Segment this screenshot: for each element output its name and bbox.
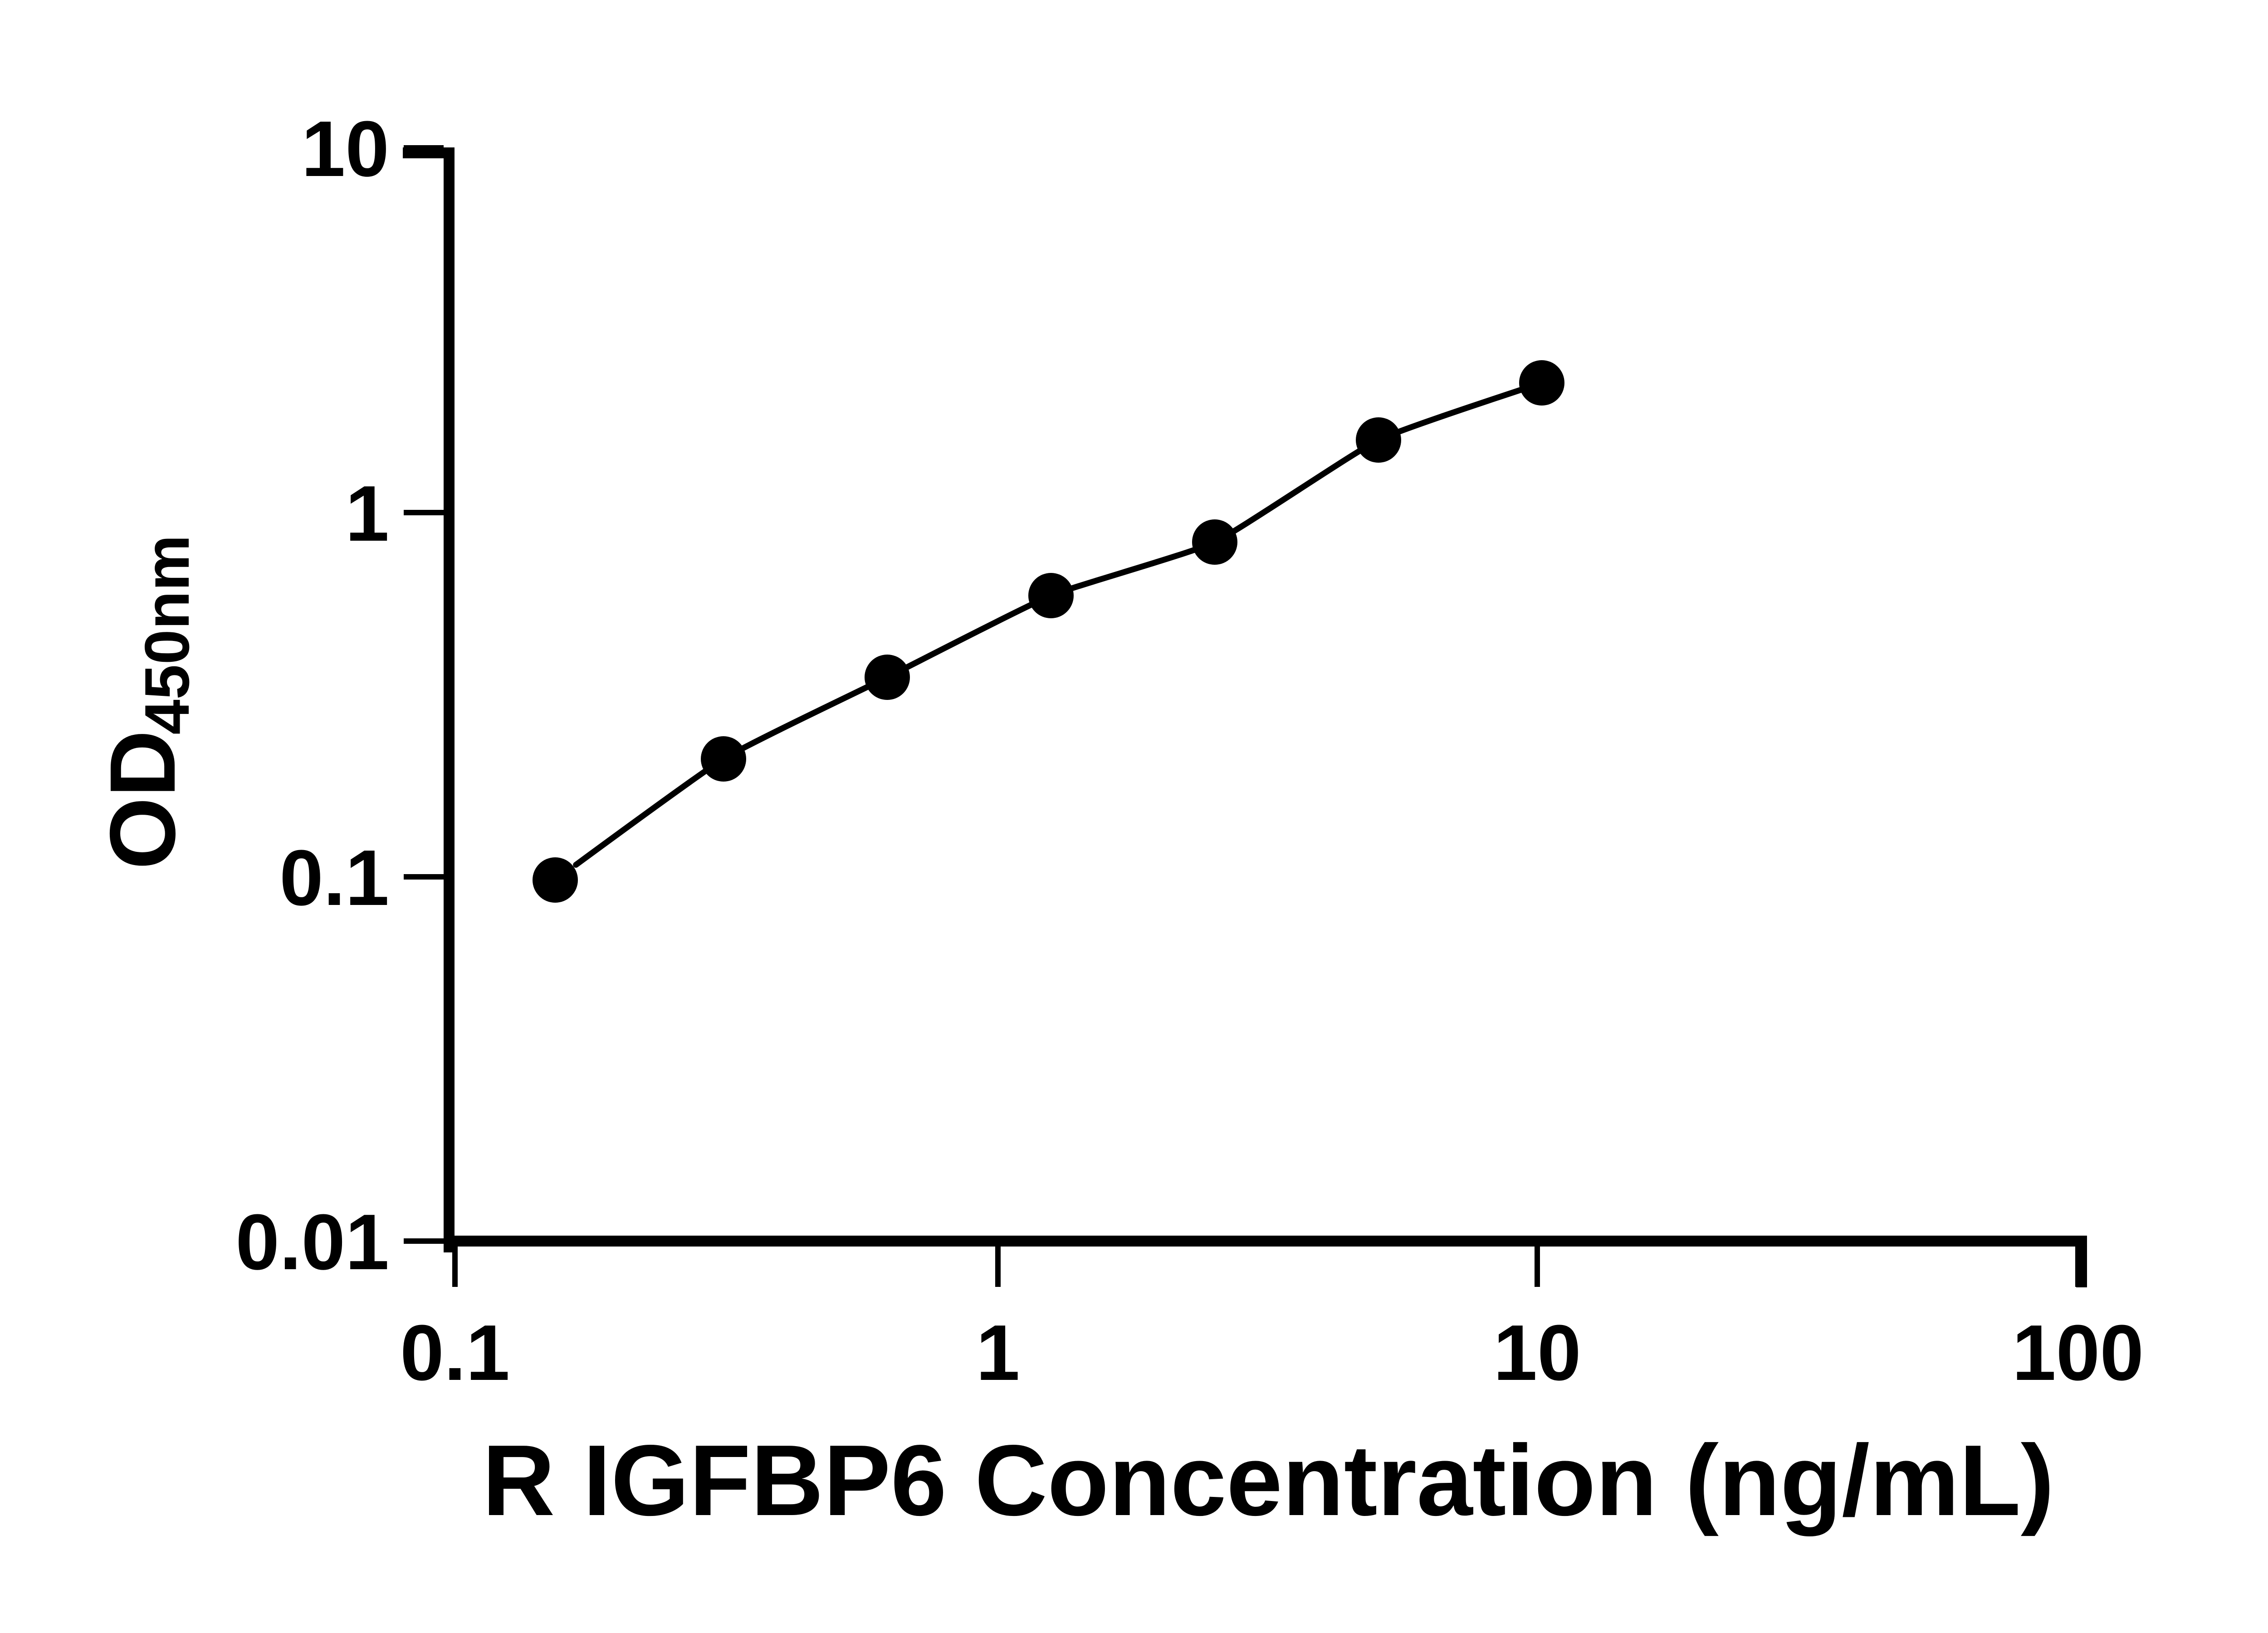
- svg-text:10: 10: [301, 104, 389, 193]
- svg-text:100: 100: [2012, 1308, 2144, 1397]
- svg-text:R IGFBP6 Concentration (ng/mL): R IGFBP6 Concentration (ng/mL): [482, 1424, 2054, 1537]
- svg-text:0.1: 0.1: [400, 1308, 510, 1397]
- svg-text:1: 1: [976, 1308, 1020, 1397]
- svg-text:1: 1: [345, 469, 389, 557]
- svg-text:0.1: 0.1: [279, 833, 389, 922]
- svg-text:10: 10: [1493, 1308, 1581, 1397]
- svg-text:0.01: 0.01: [235, 1198, 389, 1286]
